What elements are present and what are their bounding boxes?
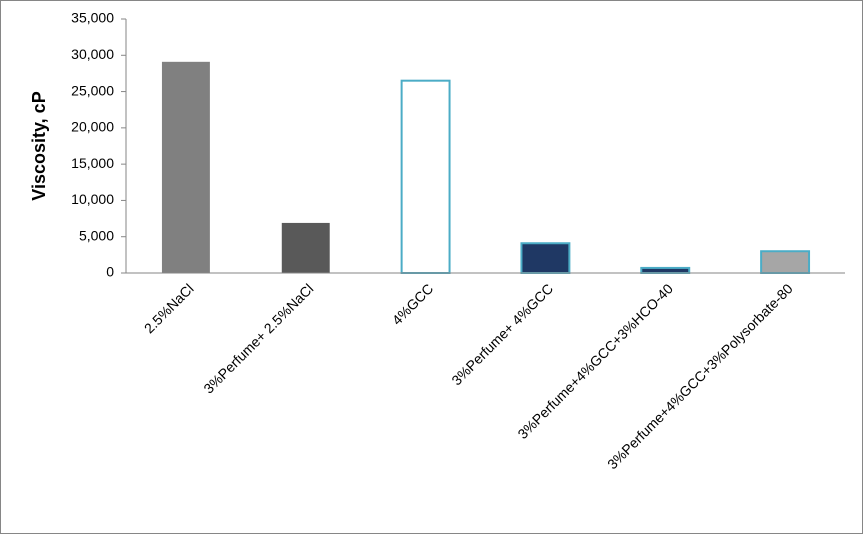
y-tick-label: 20,000	[71, 119, 114, 135]
y-tick-label: 5,000	[79, 227, 114, 243]
bar	[161, 61, 210, 274]
bar	[400, 79, 451, 274]
y-tick-label: 0	[106, 264, 114, 280]
y-tick-label: 30,000	[71, 46, 114, 62]
y-axis-title: Viscosity, cP	[29, 91, 49, 200]
bar	[520, 242, 571, 274]
bar	[640, 266, 691, 275]
y-tick-label: 10,000	[71, 191, 114, 207]
bar	[760, 250, 811, 275]
bar	[281, 222, 330, 273]
y-tick-label: 35,000	[71, 10, 114, 26]
y-tick-label: 25,000	[71, 82, 114, 98]
y-tick-label: 15,000	[71, 155, 114, 171]
